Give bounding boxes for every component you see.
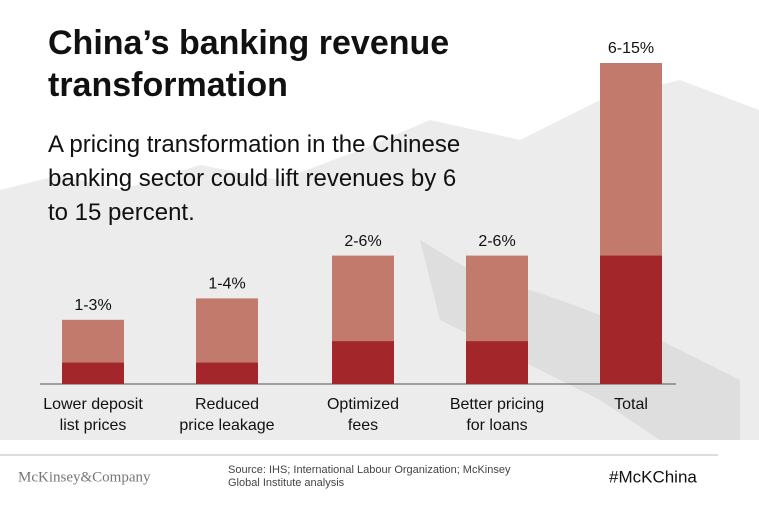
x-tick-label: list prices xyxy=(60,417,127,434)
subtitle: A pricing transformation in the Chinese … xyxy=(48,131,461,226)
logo: McKinsey&Company xyxy=(18,469,151,485)
x-tick-label: fees xyxy=(348,417,378,434)
value-label: 6-15% xyxy=(608,40,654,57)
x-tick-label: Lower deposit xyxy=(43,396,143,413)
x-tick-label: Total xyxy=(614,396,648,413)
bar xyxy=(62,362,124,384)
bar xyxy=(466,341,528,384)
value-label: 1-3% xyxy=(74,297,111,314)
bar xyxy=(600,255,662,384)
x-tick-label: Optimized xyxy=(327,396,399,413)
title: China’s banking revenue transformation xyxy=(48,24,450,104)
bar xyxy=(332,341,394,384)
value-label: 2-6% xyxy=(478,233,515,250)
x-tick-label: Reduced xyxy=(195,396,259,413)
source: Source: IHS; International Labour Organi… xyxy=(228,464,511,489)
hashtag: #McKChina xyxy=(609,467,697,486)
x-tick-label: for loans xyxy=(466,417,527,434)
bar xyxy=(196,362,258,384)
x-tick-label: Better pricing xyxy=(450,396,544,413)
x-tick-label: price leakage xyxy=(179,417,274,434)
value-label: 1-4% xyxy=(208,276,245,293)
value-label: 2-6% xyxy=(344,233,381,250)
